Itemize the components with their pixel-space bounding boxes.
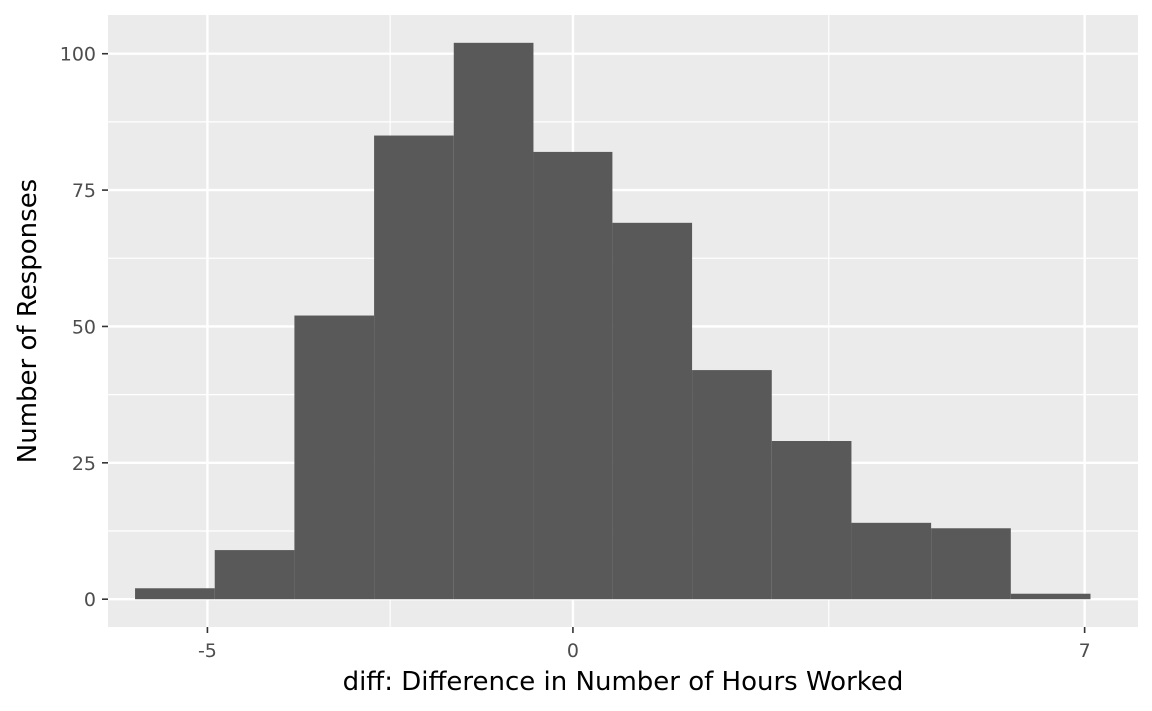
y-axis-title: Number of Responses [13, 179, 43, 463]
histogram-bar [771, 441, 852, 600]
histogram-bar [612, 222, 693, 600]
histogram-bar [374, 135, 454, 600]
y-tick-label: 100 [60, 44, 96, 66]
major-gridlines [108, 15, 1138, 627]
histogram-bar [931, 528, 1011, 600]
histogram-bar [1010, 593, 1091, 600]
histogram-bar [294, 315, 375, 600]
y-tick-label: 25 [72, 453, 96, 475]
histogram-bars [135, 42, 1091, 600]
histogram-bar [533, 151, 613, 600]
x-axis-title: diff: Difference in Number of Hours Work… [343, 667, 904, 697]
histogram-bar [692, 370, 772, 600]
y-axis: 0 25 50 75 100 [60, 44, 108, 611]
histogram-bar [214, 550, 295, 600]
x-tick-label: 7 [1079, 640, 1091, 662]
x-tick-label: -5 [198, 640, 217, 662]
y-tick-label: 75 [72, 180, 96, 202]
y-tick-label: 50 [72, 316, 96, 338]
x-tick-label: 0 [567, 640, 579, 662]
histogram-bar [453, 42, 534, 600]
y-tick-label: 0 [84, 589, 96, 611]
histogram-bar [135, 588, 215, 600]
histogram-bar [851, 522, 932, 600]
x-axis: -5 0 7 [198, 627, 1091, 662]
